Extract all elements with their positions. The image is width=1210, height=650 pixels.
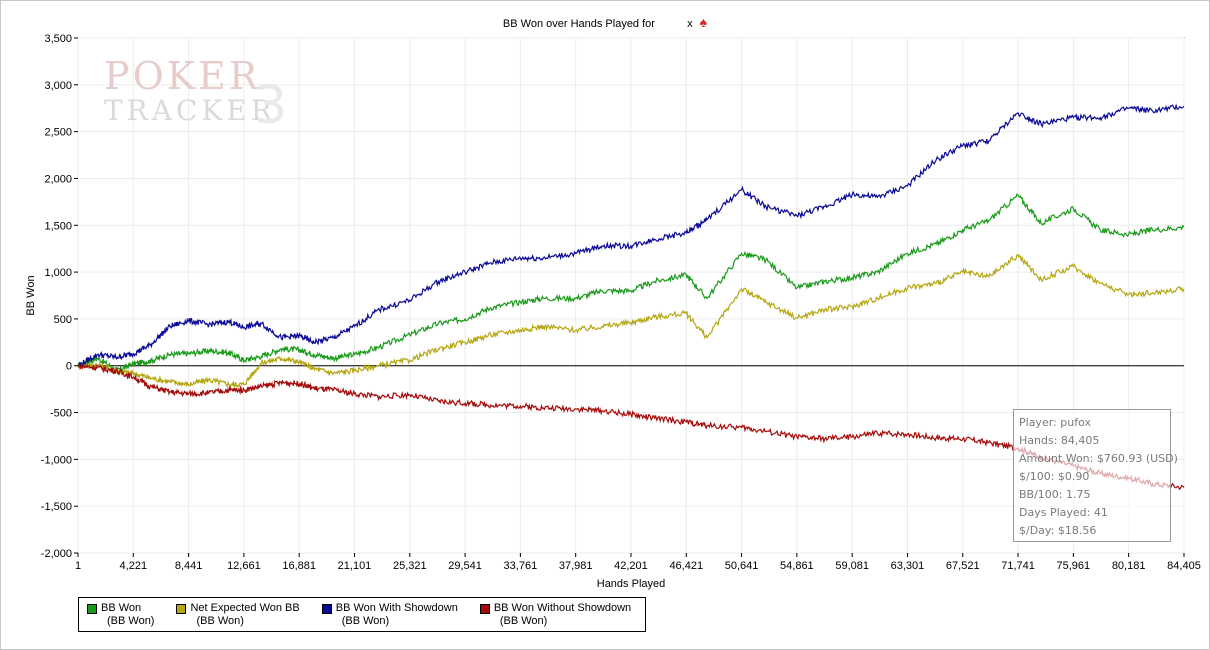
legend-sublabel: (BB Won): [499, 615, 548, 627]
legend-swatch: [321, 604, 332, 614]
x-tick-label: 75,961: [1057, 560, 1091, 572]
legend-sublabel: (BB Won): [341, 615, 390, 627]
y-tick-label: -1,000: [41, 454, 72, 466]
x-tick-label: 1: [75, 560, 81, 572]
y-tick-label: -1,500: [41, 501, 72, 513]
series-line: [77, 103, 1185, 368]
legend-item-bb-won[interactable]: BB Won (BB Won): [87, 602, 154, 628]
legend-sublabel: (BB Won): [196, 615, 244, 627]
y-tick-label: 2,500: [44, 127, 72, 139]
y-tick-label: 1,000: [44, 267, 72, 279]
x-tick-label: 71,741: [1001, 560, 1035, 572]
tooltip-per-day: $/Day: $18.56: [1019, 524, 1097, 537]
chart-title-suffix: x: [687, 18, 693, 30]
x-tick-label: 63,301: [891, 560, 925, 572]
tooltip-hands: Hands: 84,405: [1019, 434, 1100, 447]
series-line: [77, 192, 1185, 372]
legend-swatch: [176, 604, 187, 614]
tooltip-bb-per100: BB/100: 1.75: [1019, 488, 1091, 501]
x-tick-label: 54,861: [780, 560, 814, 572]
y-tick-label: 500: [54, 314, 72, 326]
tooltip-days-played: Days Played: 41: [1019, 506, 1108, 519]
series-line: [77, 363, 1185, 491]
x-tick-label: 29,541: [448, 560, 482, 572]
x-tick-label: 42,201: [614, 560, 648, 572]
stats-tooltip: Player: pufox Hands: 84,405 Amount Won: …: [1013, 409, 1178, 542]
series-line: [77, 253, 1185, 388]
y-axis-label: BB Won: [25, 275, 37, 315]
tooltip-per100-dollars: $/100: $0.90: [1019, 470, 1090, 483]
y-tick-label: 2,000: [44, 173, 72, 185]
x-axis-label: Hands Played: [597, 578, 666, 590]
x-tick-label: 33,761: [504, 560, 538, 572]
x-tick-label: 8,441: [175, 560, 203, 572]
legend-label: BB Won Without Showdown: [493, 602, 632, 614]
y-tick-label: 0: [66, 361, 72, 373]
x-tick-label: 12,661: [227, 560, 261, 572]
x-tick-label: 46,421: [669, 560, 703, 572]
y-tick-label: 3,000: [44, 80, 72, 92]
chart-title-text: BB Won over Hands Played for: [502, 18, 655, 30]
legend-swatch: [479, 604, 490, 614]
y-tick-label: -2,000: [41, 548, 72, 560]
x-tick-label: 80,181: [1112, 560, 1146, 572]
legend-label: BB Won: [101, 602, 142, 614]
chart-title: BB Won over Hands Played for x ♠: [0, 14, 1210, 30]
y-tick-label: 1,500: [44, 220, 72, 232]
x-tick-label: 37,981: [559, 560, 593, 572]
x-tick-label: 16,881: [282, 560, 316, 572]
y-tick-label: -500: [50, 408, 72, 420]
legend-item-without-showdown[interactable]: BB Won Without Showdown (BB Won): [479, 602, 632, 628]
x-tick-label: 84,405: [1167, 560, 1201, 572]
legend-label: BB Won With Showdown: [335, 602, 458, 614]
spade-icon: ♠: [699, 14, 708, 30]
tooltip-amount-won: Amount Won: $760.93 (USD): [1019, 452, 1178, 465]
x-tick-label: 50,641: [725, 560, 759, 572]
x-tick-label: 25,321: [393, 560, 427, 572]
legend-item-with-showdown[interactable]: BB Won With Showdown (BB Won): [321, 602, 458, 628]
y-tick-label: 3,500: [44, 33, 72, 45]
tooltip-player: Player: pufox: [1019, 416, 1091, 429]
legend-label: Net Expected Won BB: [190, 602, 300, 614]
x-tick-label: 21,101: [338, 560, 372, 572]
legend-sublabel: (BB Won): [107, 615, 155, 627]
x-tick-label: 59,081: [835, 560, 869, 572]
legend-swatch: [87, 604, 97, 614]
x-tick-label: 4,221: [120, 560, 148, 572]
chart-legend: BB Won (BB Won) Net Expected Won BB (BB …: [78, 597, 647, 632]
x-tick-label: 67,521: [946, 560, 980, 572]
legend-item-net-expected[interactable]: Net Expected Won BB (BB Won): [176, 602, 300, 628]
